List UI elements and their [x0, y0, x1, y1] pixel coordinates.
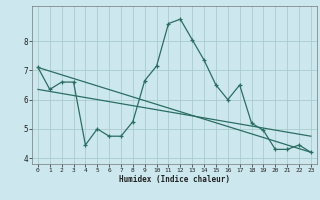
X-axis label: Humidex (Indice chaleur): Humidex (Indice chaleur): [119, 175, 230, 184]
